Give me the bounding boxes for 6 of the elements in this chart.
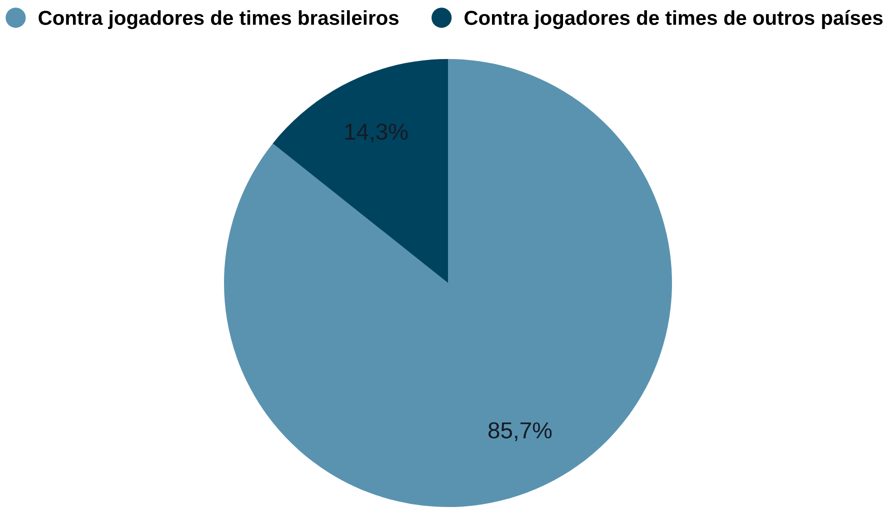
pie-slice xyxy=(272,59,448,283)
data-label: 14,3% xyxy=(345,124,408,143)
data-label: 85,7% xyxy=(488,422,552,442)
legend-label: Contra jogadores de times brasileiros xyxy=(38,10,398,30)
legend-label: Contra jogadores de times de outros países xyxy=(464,10,883,30)
pie-slice xyxy=(224,59,672,507)
